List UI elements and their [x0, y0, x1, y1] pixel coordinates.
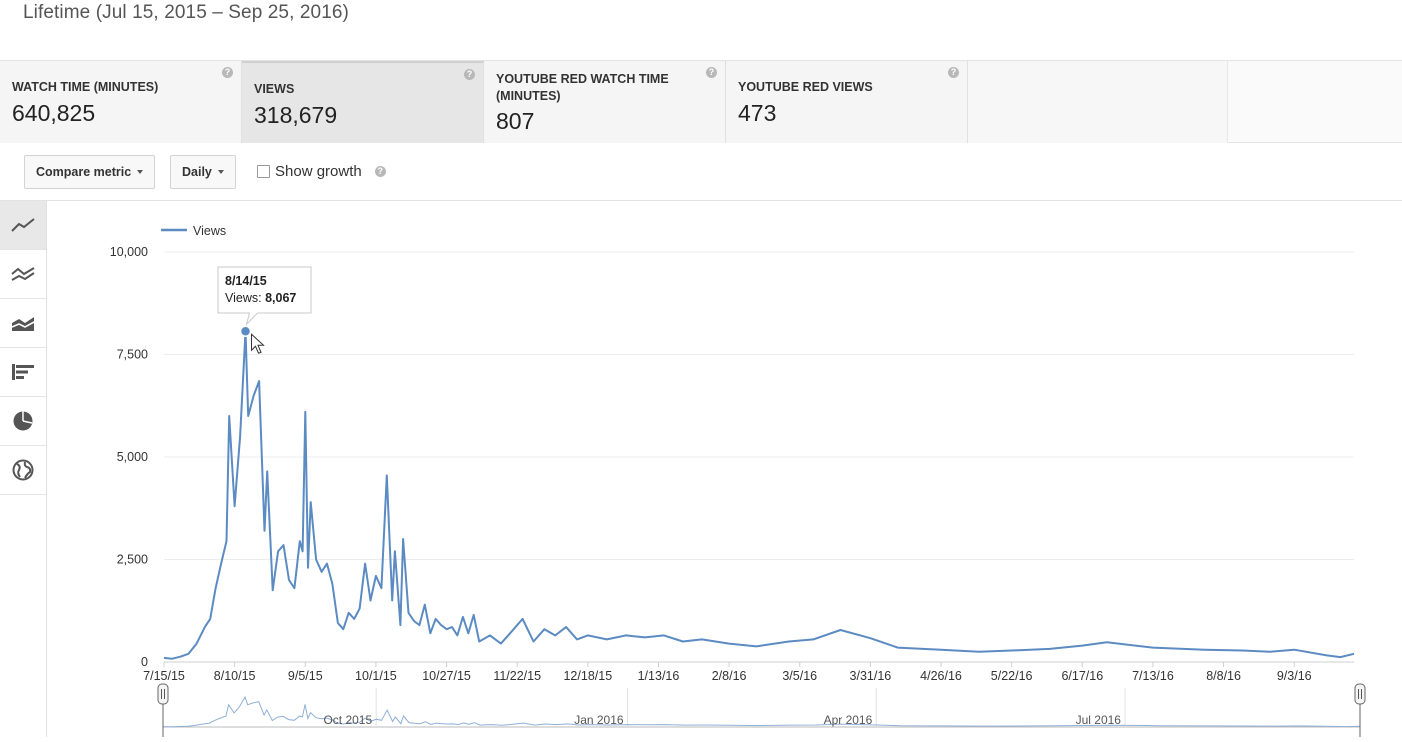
help-icon[interactable]: ?: [464, 69, 475, 80]
tooltip-value-line: Views: 8,067: [225, 291, 296, 305]
metric-value: 807: [496, 108, 535, 134]
navigator-label: Apr 2016: [824, 713, 873, 727]
multi-line-chart-icon: [11, 267, 35, 281]
navigator-label: Jan 2016: [574, 713, 624, 727]
x-tick-label: 2/8/16: [712, 669, 747, 683]
metric-tabs: WATCH TIME (MINUTES) 640,825 ? VIEWS 318…: [0, 60, 1402, 143]
multi-line-chart-button[interactable]: [0, 250, 46, 299]
map-view-button[interactable]: [0, 446, 46, 495]
metric-tab-views[interactable]: VIEWS 318,679 ?: [242, 61, 484, 143]
navigator-left-handle[interactable]: [157, 683, 169, 737]
metric-label: YOUTUBE RED VIEWS: [738, 80, 873, 94]
metric-label: WATCH TIME (MINUTES): [12, 80, 159, 94]
y-tick-label: 10,000: [110, 245, 148, 259]
y-tick-label: 0: [141, 655, 148, 669]
x-tick-label: 1/13/16: [638, 669, 680, 683]
tooltip: 8/14/15 Views: 8,067: [217, 266, 312, 326]
navigator-label: Jul 2016: [1076, 713, 1122, 727]
x-tick-label: 9/3/16: [1277, 669, 1312, 683]
legend-views-label: Views: [193, 224, 226, 238]
x-tick-label: 3/5/16: [782, 669, 817, 683]
compare-metric-button[interactable]: Compare metric: [24, 155, 156, 189]
y-tick-label: 7,500: [117, 348, 148, 362]
x-tick-label: 10/27/15: [422, 669, 471, 683]
help-icon[interactable]: ?: [222, 67, 233, 78]
hover-data-point[interactable]: [239, 325, 252, 338]
x-tick-label: 10/1/15: [355, 669, 397, 683]
compare-metric-label: Compare metric: [36, 165, 132, 179]
tooltip-value: 8,067: [265, 291, 296, 305]
globe-map-icon: [12, 459, 34, 481]
metric-tab-spacer: [1228, 61, 1402, 142]
bar-chart-icon: [12, 364, 34, 380]
show-growth-toggle[interactable]: Show growth ?: [257, 163, 386, 180]
x-tick-label: 9/5/15: [288, 669, 323, 683]
chart-area: 0 2,500 5,000 7,500 10,000 7/15/15 8/10/15 9/5…: [47, 201, 1402, 737]
pie-chart-button[interactable]: [0, 397, 46, 446]
x-tick-label: 5/22/16: [991, 669, 1033, 683]
x-tick-label: 8/8/16: [1206, 669, 1241, 683]
tooltip-label: Views:: [225, 291, 262, 305]
x-tick-label: 4/26/16: [920, 669, 962, 683]
x-tick-label: 7/15/15: [143, 669, 185, 683]
metric-label: YOUTUBE RED WATCH TIME (MINUTES): [496, 72, 669, 103]
metric-tab-watch-time[interactable]: WATCH TIME (MINUTES) 640,825 ?: [0, 61, 242, 143]
x-tick-label: 12/18/15: [563, 669, 612, 683]
metric-tab-empty: [968, 61, 1228, 143]
y-tick-label: 5,000: [117, 450, 148, 464]
x-tick-label: 3/31/16: [850, 669, 892, 683]
show-growth-checkbox[interactable]: [257, 165, 270, 178]
x-tick-label: 6/17/16: [1061, 669, 1103, 683]
navigator-series-line: [162, 695, 1361, 728]
navigator-right-handle[interactable]: [1354, 683, 1366, 737]
navigator-handle-grip[interactable]: [1354, 683, 1366, 705]
bar-chart-button[interactable]: [0, 348, 46, 397]
navigator-label: Oct 2015: [323, 713, 372, 727]
navigator-handle-grip[interactable]: [157, 683, 169, 705]
chart-toolbar: Compare metric Daily Show growth ?: [0, 143, 1402, 201]
x-tick-label: 8/10/15: [214, 669, 256, 683]
y-tick-label: 2,500: [117, 553, 148, 567]
interval-dropdown[interactable]: Daily: [170, 155, 236, 189]
metric-tab-red-views[interactable]: YOUTUBE RED VIEWS 473 ?: [726, 61, 968, 143]
stacked-area-chart-icon: [11, 317, 35, 331]
metric-value: 473: [738, 100, 777, 126]
interval-label: Daily: [182, 165, 212, 179]
tooltip-date: 8/14/15: [225, 274, 267, 288]
line-chart-button[interactable]: [0, 201, 46, 250]
x-tick-label: 11/22/15: [493, 669, 541, 683]
help-icon[interactable]: ?: [706, 67, 717, 78]
views-line-chart: 0 2,500 5,000 7,500 10,000 7/15/15 8/10/15 9/5…: [110, 224, 1366, 737]
range-navigator[interactable]: Oct 2015 Jan 2016 Apr 2016 Jul 2016: [157, 683, 1366, 737]
x-tick-label: 7/13/16: [1132, 669, 1174, 683]
metric-value: 318,679: [254, 102, 338, 128]
caret-down-icon: [217, 170, 224, 174]
help-icon[interactable]: ?: [374, 166, 386, 177]
metric-tab-red-watch-time[interactable]: YOUTUBE RED WATCH TIME (MINUTES) 807 ?: [484, 61, 726, 143]
stacked-area-chart-button[interactable]: [0, 299, 46, 348]
caret-down-icon: [137, 170, 144, 174]
show-growth-label: Show growth: [275, 163, 362, 180]
views-series-line: [163, 330, 1355, 660]
date-range-title: Lifetime (Jul 15, 2015 – Sep 25, 2016): [23, 2, 349, 23]
chart-type-sidebar: [0, 201, 47, 737]
pie-chart-icon: [13, 411, 33, 431]
line-chart-icon: [11, 218, 35, 232]
metric-value: 640,825: [12, 100, 96, 126]
help-icon[interactable]: ?: [948, 67, 959, 78]
metric-label: VIEWS: [254, 82, 295, 96]
mouse-cursor-icon: [251, 333, 265, 354]
